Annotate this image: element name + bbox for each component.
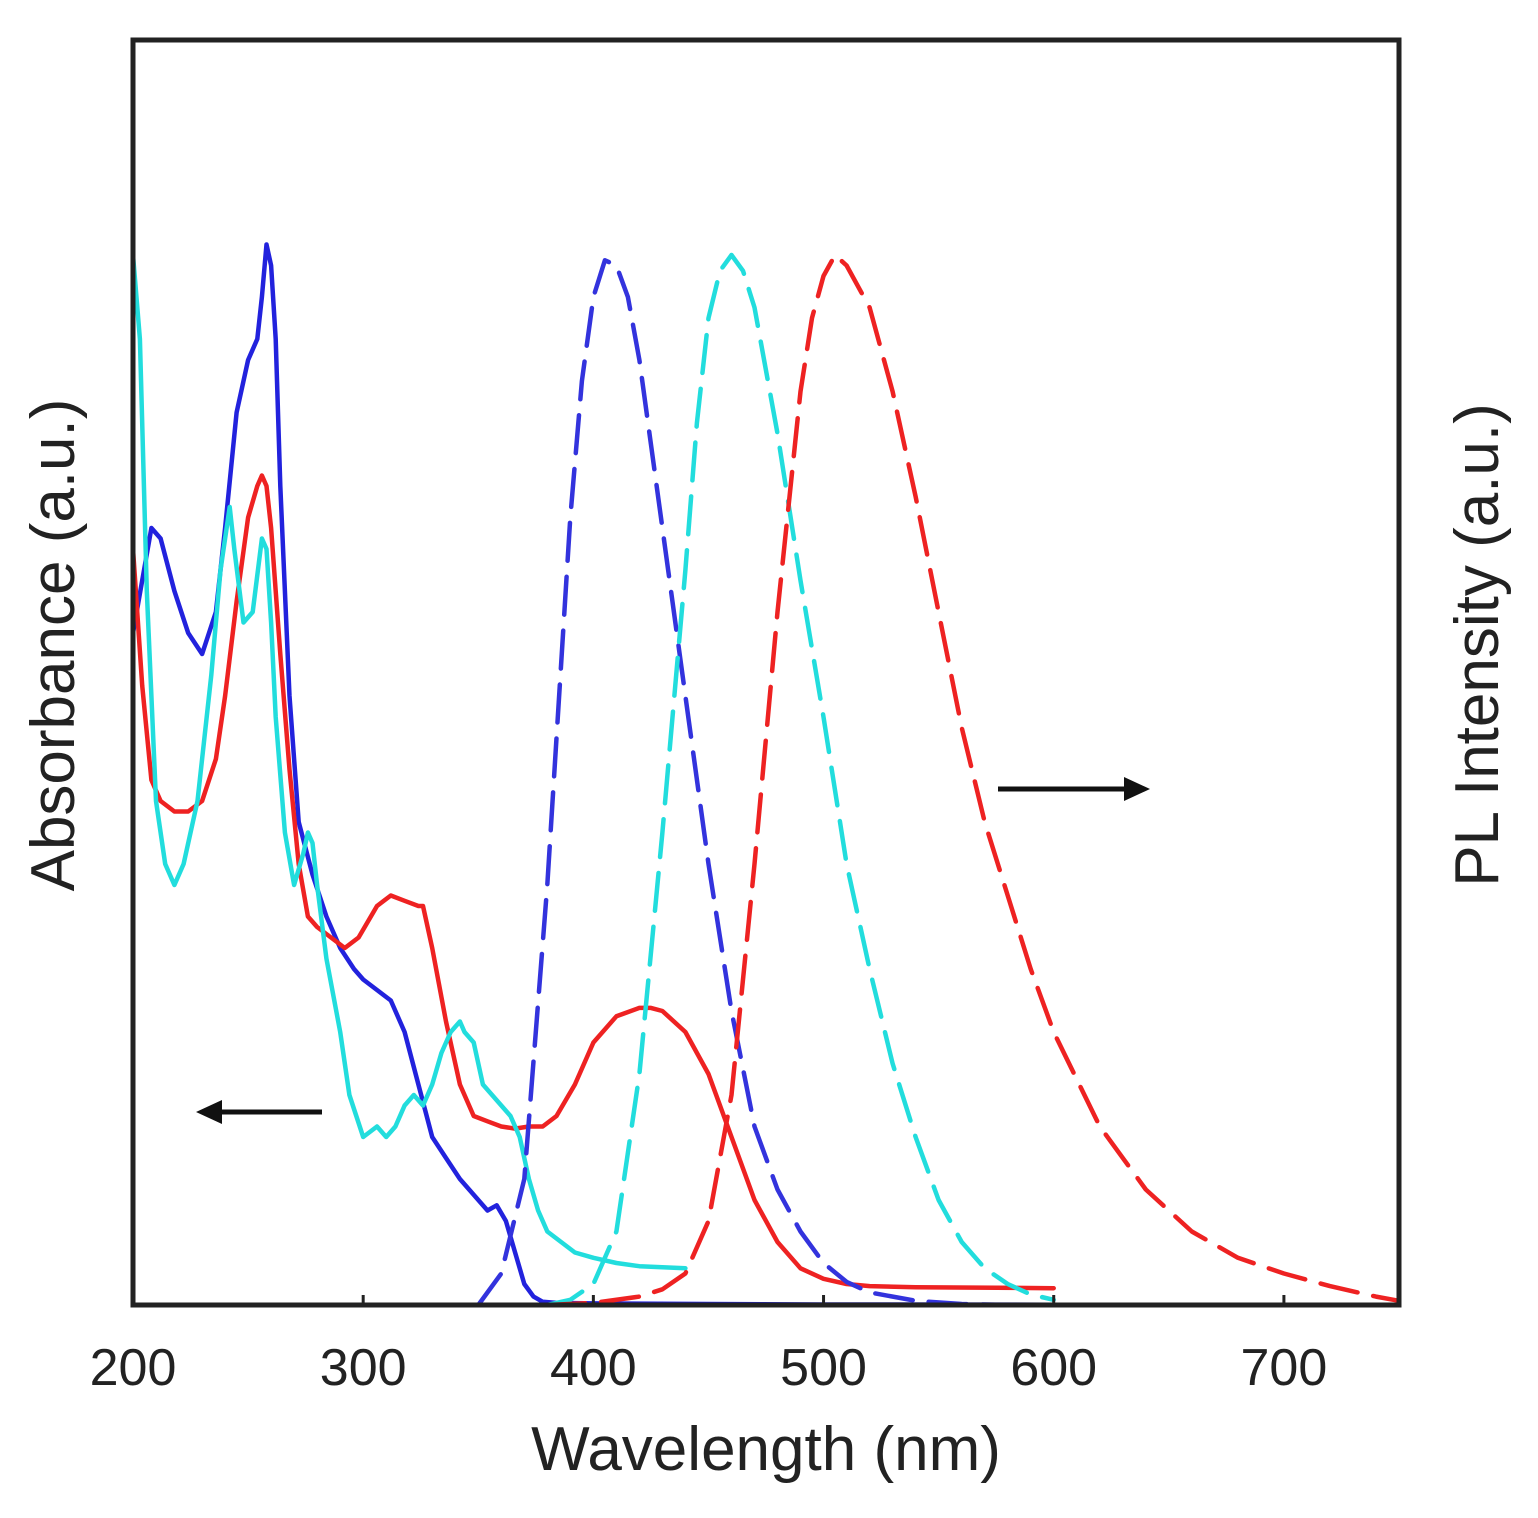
x-tick-label: 500 — [780, 1339, 867, 1397]
series-line-absorbance-cyan — [130, 252, 688, 1271]
x-tick-label: 700 — [1241, 1339, 1328, 1397]
plot-frame — [130, 37, 1402, 1308]
left-y-axis-title: Absorbance (a.u.) — [19, 399, 88, 892]
right-y-axis-title: PL Intensity (a.u.) — [1443, 403, 1512, 887]
series-line-absorbance-red — [130, 473, 1056, 1291]
x-axis-ticks: 200 300 400 500 600 700 — [90, 1295, 1328, 1397]
series-line-pl-red — [545, 252, 1402, 1308]
x-tick-label: 300 — [320, 1339, 407, 1397]
right-arrow-head — [1124, 777, 1150, 801]
left-arrow-head — [196, 1100, 222, 1124]
x-tick-label: 200 — [90, 1339, 177, 1397]
left-arrow-annotation — [196, 1100, 322, 1124]
series-line-pl-cyan — [545, 252, 1056, 1308]
series-line-pl-blue — [476, 258, 1010, 1308]
right-arrow-annotation — [998, 777, 1150, 801]
x-axis-title: Wavelength (nm) — [531, 1415, 1001, 1484]
series-layer — [130, 242, 1402, 1308]
x-tick-label: 400 — [550, 1339, 637, 1397]
x-tick-label: 600 — [1010, 1339, 1097, 1397]
